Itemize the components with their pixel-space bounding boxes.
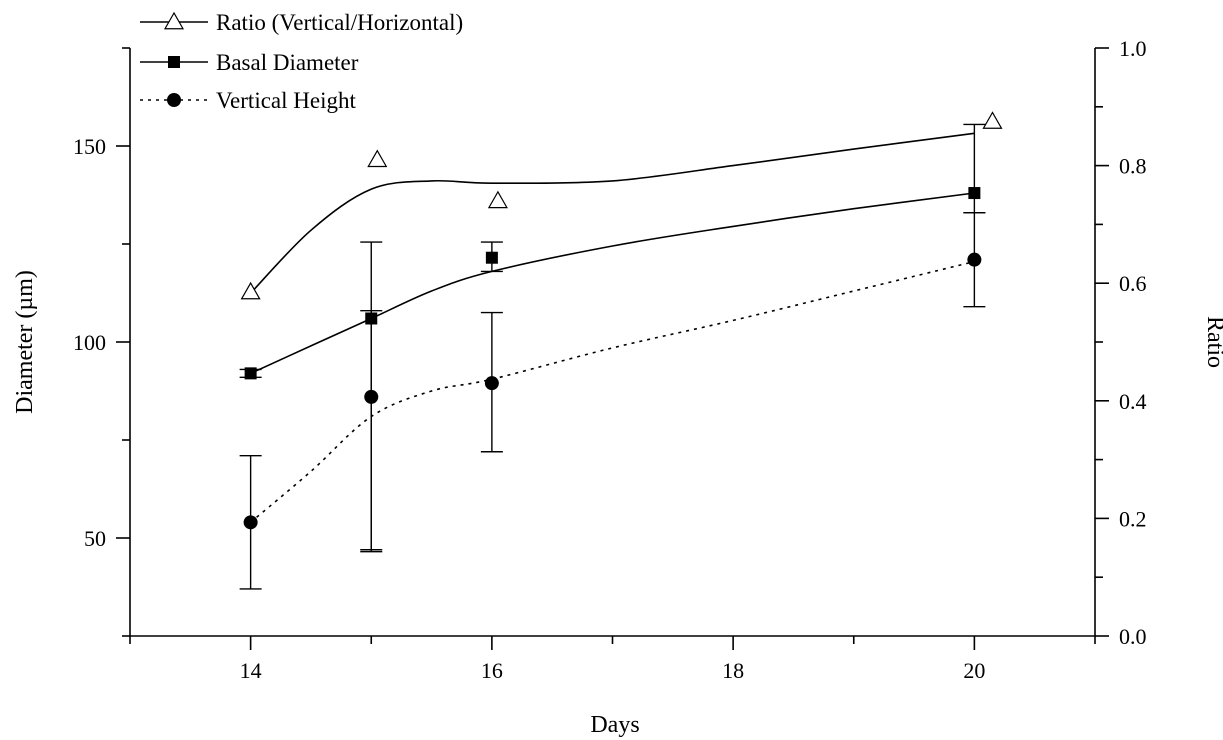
legend-label-basal-diameter: Basal Diameter bbox=[216, 50, 359, 75]
x-tick-label: 16 bbox=[481, 658, 503, 683]
x-tick-label: 14 bbox=[240, 658, 262, 683]
data-point-vertical-height bbox=[243, 515, 258, 530]
legend-marker-basal-diameter bbox=[168, 56, 180, 68]
data-point-basal-diameter bbox=[485, 251, 498, 264]
data-point-vertical-height bbox=[967, 252, 982, 267]
data-point-basal-diameter bbox=[968, 187, 981, 200]
y-right-tick-label: 0.2 bbox=[1119, 506, 1147, 531]
x-axis-title: Days bbox=[590, 712, 639, 738]
legend-layer: Ratio (Vertical/Horizontal) Basal Diamete… bbox=[140, 10, 463, 113]
y-right-tick-label: 0.8 bbox=[1119, 154, 1147, 179]
axes-layer: 14 16 18 20 50 100 150 0.0 0.2 0.4 0.6 0.8 1.0 bbox=[73, 36, 1147, 683]
data-point-ratio-vertical-horizontal bbox=[982, 111, 1003, 129]
legend-marker-vertical-height bbox=[167, 93, 181, 107]
legend-label-ratio-vertical-horizontal: Ratio (Vertical/Horizontal) bbox=[216, 10, 463, 35]
data-point-vertical-height bbox=[364, 389, 379, 404]
y-right-tick-label: 0.6 bbox=[1119, 271, 1147, 296]
y-right-axis-title: Ratio bbox=[1202, 316, 1223, 368]
x-tick-label: 18 bbox=[722, 658, 744, 683]
data-point-ratio-vertical-horizontal bbox=[487, 190, 508, 209]
legend-marker-ratio-vertical-horizontal bbox=[163, 11, 185, 30]
series-line-vertical-height bbox=[250, 260, 975, 523]
legend-label-vertical-height: Vertical Height bbox=[216, 88, 356, 113]
y-left-axis-title: Diameter (µm) bbox=[12, 270, 38, 414]
data-point-ratio-vertical-horizontal bbox=[367, 149, 388, 168]
data-point-basal-diameter bbox=[244, 367, 257, 380]
y-left-tick-label: 100 bbox=[73, 330, 106, 355]
x-tick-label: 20 bbox=[963, 658, 985, 683]
y-left-tick-label: 150 bbox=[73, 134, 106, 159]
data-point-ratio-vertical-horizontal bbox=[240, 281, 261, 300]
data-point-vertical-height bbox=[484, 376, 499, 391]
markers-layer bbox=[240, 111, 1003, 530]
errorbars-layer bbox=[239, 123, 986, 590]
curves-layer bbox=[250, 132, 975, 523]
y-right-tick-label: 0.0 bbox=[1119, 624, 1147, 649]
series-line-ratio-vertical-horizontal bbox=[250, 132, 975, 294]
y-right-tick-label: 1.0 bbox=[1119, 36, 1147, 61]
data-point-basal-diameter bbox=[365, 312, 378, 325]
y-left-tick-label: 50 bbox=[84, 526, 106, 551]
series-line-basal-diameter bbox=[250, 192, 975, 375]
y-right-tick-label: 0.4 bbox=[1119, 389, 1147, 414]
